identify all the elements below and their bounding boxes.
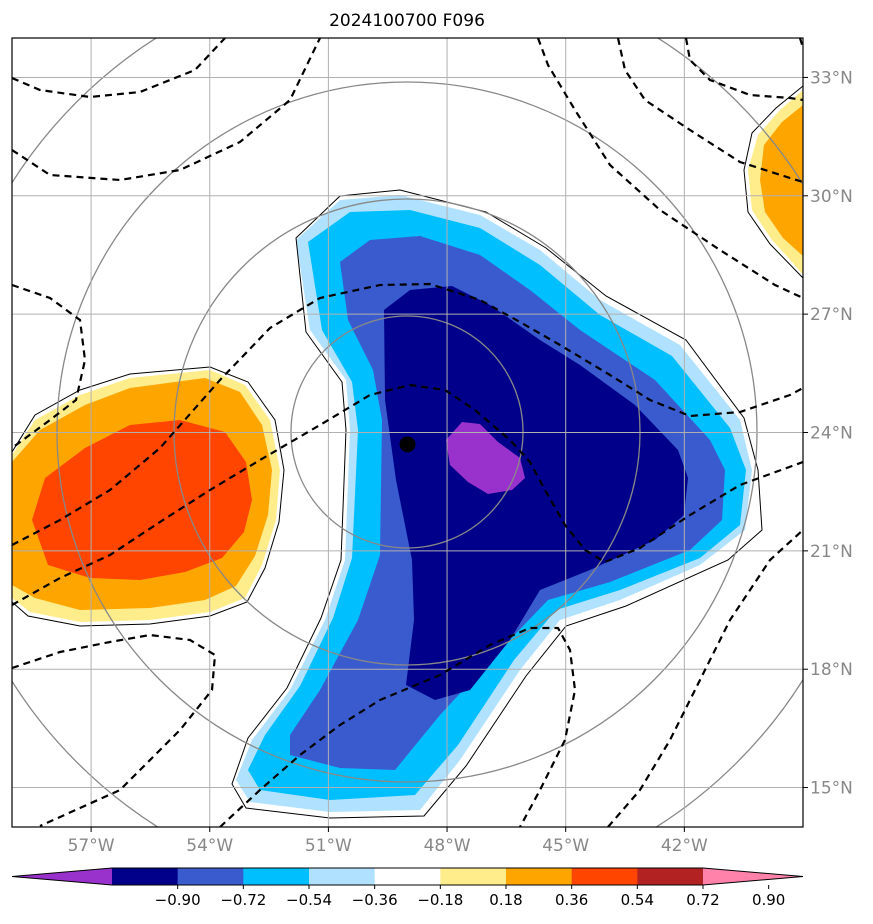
lat-tick-label: 21°N [810, 542, 853, 562]
cold-anomaly-central [231, 189, 763, 819]
dashed-contour [12, 633, 217, 827]
lon-tick-label: 42°W [661, 836, 708, 856]
dashed-contour [12, 283, 87, 449]
contour-fill-navy [384, 286, 688, 700]
colorbar-level-label: −0.18 [417, 891, 463, 909]
dashed-contour [616, 38, 803, 184]
colorbar-level-label: 0.54 [621, 891, 654, 909]
colorbar-level-label: 0.90 [752, 891, 785, 909]
map-panel [12, 38, 803, 827]
lon-tick-label: 48°W [424, 836, 471, 856]
lat-tick-label: 15°N [810, 779, 853, 799]
storm-center-marker [399, 436, 416, 453]
dashed-contour [684, 38, 803, 102]
contour-fill-orange-east [760, 105, 803, 256]
lat-tick-label: 30°N [810, 187, 853, 207]
dashed-contours [12, 38, 803, 827]
colorbar-segment [440, 868, 507, 885]
colorbar-level-label: −0.36 [352, 891, 398, 909]
colorbar-extend-max [703, 868, 803, 885]
colorbar-labels: −0.90 −0.72 −0.54 −0.36 −0.18 0.18 0.36 … [155, 891, 786, 909]
longitude-axis: 57°W 54°W 51°W 48°W 45°W 42°W [68, 836, 708, 856]
zero-contour-east [743, 85, 803, 279]
lat-tick-label: 27°N [810, 305, 853, 325]
lon-tick-label: 45°W [542, 836, 589, 856]
figure-title: 2024100700 F096 [329, 11, 485, 31]
lat-tick-label: 18°N [810, 660, 853, 680]
colorbar-segment [374, 868, 441, 885]
colorbar: −0.90 −0.72 −0.54 −0.36 −0.18 0.18 0.36 … [11, 867, 804, 909]
colorbar-segment [177, 868, 244, 885]
colorbar-segment [571, 868, 638, 885]
dashed-contour [607, 529, 803, 827]
lon-tick-label: 57°W [68, 836, 115, 856]
colorbar-segment [243, 868, 310, 885]
colorbar-segment [309, 868, 376, 885]
colorbar-level-label: −0.90 [155, 891, 201, 909]
lon-tick-label: 51°W [305, 836, 352, 856]
dashed-contour [536, 38, 803, 299]
dashed-contour [12, 38, 226, 99]
latitude-axis: 33°N 30°N 27°N 24°N 21°N 18°N 15°N [810, 68, 853, 798]
colorbar-extend-min [12, 868, 112, 885]
colorbar-level-label: −0.72 [220, 891, 266, 909]
contour-fill-red-orange [32, 420, 252, 580]
lon-tick-label: 54°W [186, 836, 233, 856]
colorbar-level-label: 0.18 [489, 891, 522, 909]
contour-fill-purple [446, 422, 525, 494]
colorbar-outline [11, 867, 804, 886]
colorbar-segment [112, 868, 179, 885]
colorbar-segment [506, 868, 573, 885]
gridlines [12, 38, 803, 827]
colorbar-segments [11, 867, 804, 889]
dashed-contour [798, 38, 803, 49]
colorbar-level-label: 0.36 [555, 891, 588, 909]
dashed-contour [219, 626, 577, 827]
warm-anomaly-east [743, 85, 803, 279]
lat-tick-label: 24°N [810, 424, 853, 444]
lat-tick-label: 33°N [810, 68, 853, 88]
tick-marks [90, 76, 808, 832]
colorbar-level-label: 0.72 [686, 891, 719, 909]
colorbar-segment [637, 868, 704, 885]
colorbar-level-label: −0.54 [286, 891, 332, 909]
dashed-contour [12, 383, 803, 606]
